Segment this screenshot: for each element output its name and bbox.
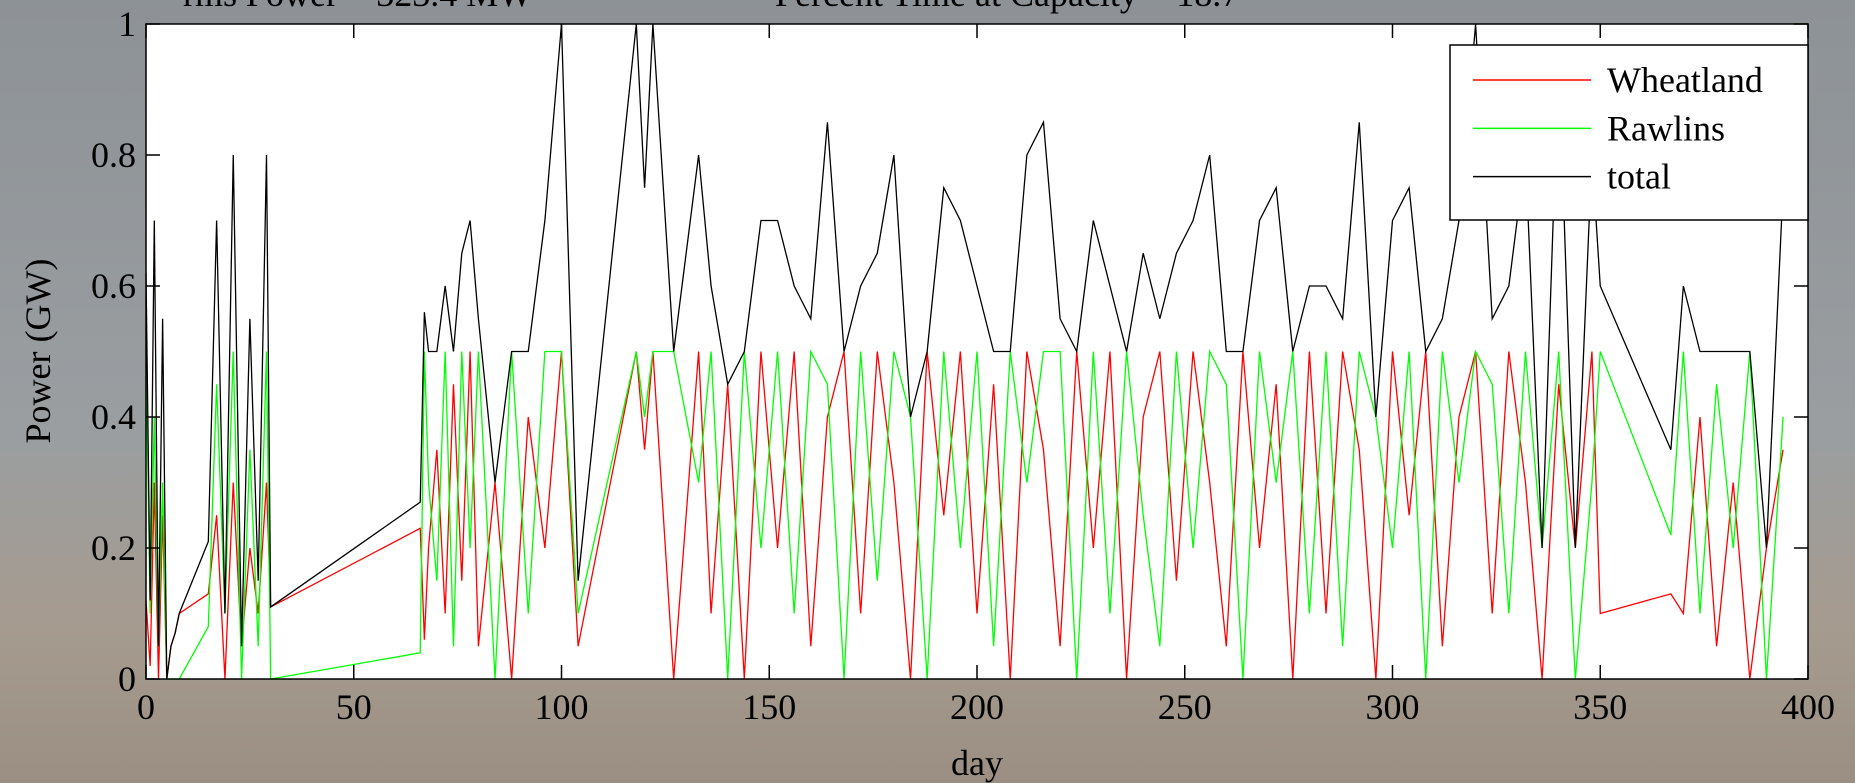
legend-label: total: [1607, 157, 1671, 197]
y-tick-label: 0.4: [91, 397, 136, 437]
x-tick-label: 0: [137, 687, 155, 727]
x-tick-label: 350: [1573, 687, 1627, 727]
x-tick-label: 250: [1158, 687, 1212, 727]
y-tick-label: 0.8: [91, 135, 136, 175]
legend-label: Wheatland: [1607, 60, 1763, 100]
x-tick-label: 150: [742, 687, 796, 727]
legend-label: Rawlins: [1607, 108, 1725, 148]
x-tick-label: 300: [1366, 687, 1420, 727]
y-tick-label: 0.2: [91, 528, 136, 568]
y-tick-label: 1: [118, 4, 136, 44]
annotation: Percent Time at Capacity = 18.7: [775, 0, 1239, 14]
x-tick-label: 50: [336, 687, 372, 727]
x-tick-label: 400: [1781, 687, 1835, 727]
x-axis-label: day: [951, 743, 1003, 783]
x-tick-label: 100: [535, 687, 589, 727]
x-tick-label: 200: [950, 687, 1004, 727]
annotation: rms Power = 323.4 MW: [183, 0, 532, 14]
y-tick-label: 0: [118, 659, 136, 699]
legend-box: [1449, 44, 1809, 221]
y-tick-label: 0.6: [91, 266, 136, 306]
y-axis-label: Power (GW): [18, 259, 58, 444]
